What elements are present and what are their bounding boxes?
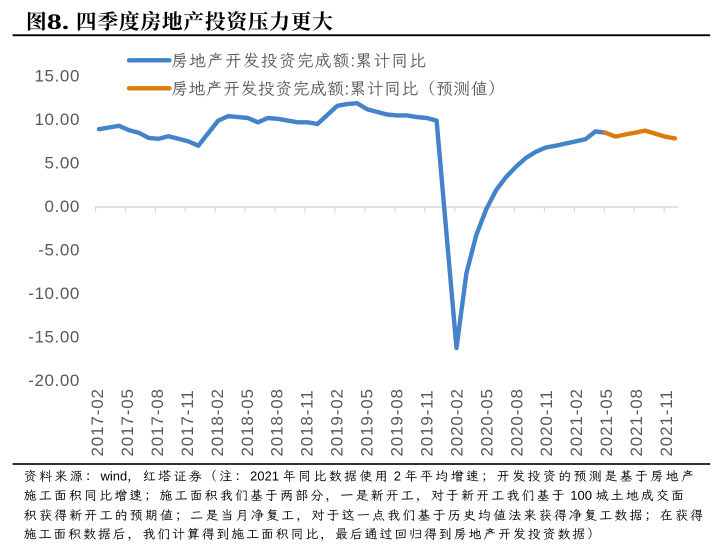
svg-text:5.00: 5.00 xyxy=(45,153,81,172)
svg-text:2020-08: 2020-08 xyxy=(507,388,526,456)
svg-text:2017-02: 2017-02 xyxy=(88,388,107,456)
svg-text:2019-02: 2019-02 xyxy=(328,388,347,456)
svg-text:-10.00: -10.00 xyxy=(28,284,80,303)
svg-text:2020-11: 2020-11 xyxy=(537,389,556,456)
svg-text:15.00: 15.00 xyxy=(34,66,80,85)
svg-text:2017-11: 2017-11 xyxy=(178,389,197,456)
svg-text:0.00: 0.00 xyxy=(45,197,81,216)
svg-text:10.00: 10.00 xyxy=(34,110,80,129)
svg-text:2021-08: 2021-08 xyxy=(627,388,646,456)
svg-text:2017-08: 2017-08 xyxy=(148,388,167,456)
svg-text:-20.00: -20.00 xyxy=(28,371,80,390)
svg-text:2021-02: 2021-02 xyxy=(567,388,586,456)
svg-text:-15.00: -15.00 xyxy=(28,327,80,346)
svg-text:2019-11: 2019-11 xyxy=(417,389,436,456)
svg-text:2020-02: 2020-02 xyxy=(447,388,466,456)
svg-text:2018-02: 2018-02 xyxy=(208,388,227,456)
svg-text:2021-11: 2021-11 xyxy=(657,389,676,456)
svg-text:-5.00: -5.00 xyxy=(38,240,80,259)
svg-text:2019-05: 2019-05 xyxy=(358,388,377,456)
svg-text:2018-05: 2018-05 xyxy=(238,388,257,456)
svg-text:2021-05: 2021-05 xyxy=(597,388,616,456)
svg-text:2017-05: 2017-05 xyxy=(118,388,137,456)
svg-text:2019-08: 2019-08 xyxy=(388,388,407,456)
svg-text:2020-05: 2020-05 xyxy=(477,388,496,456)
svg-text:2018-11: 2018-11 xyxy=(298,389,317,456)
svg-text:2018-08: 2018-08 xyxy=(268,388,287,456)
